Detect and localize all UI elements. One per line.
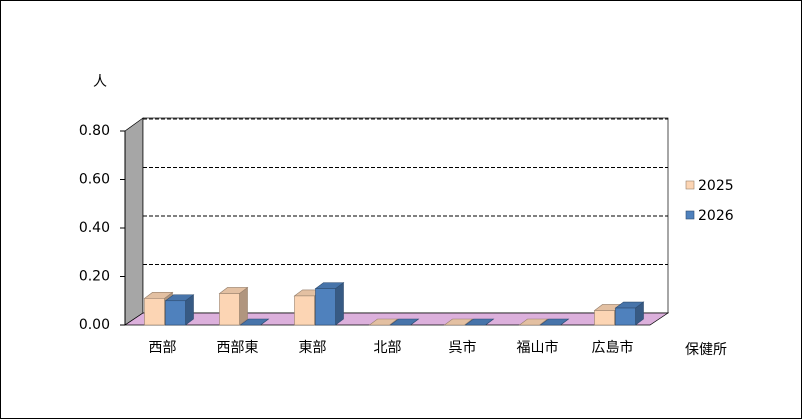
bar [164,294,195,326]
x-tick-label: 福山市 [517,339,559,356]
bar [464,318,495,326]
bar-front [144,298,165,326]
bar [614,301,645,326]
bar-side [335,282,344,326]
bar [368,318,399,326]
x-axis-label: 保健所 [685,342,727,358]
bar-front [594,310,615,326]
x-tick-label: 東部 [299,340,327,356]
x-tick-label: 西部東 [217,340,259,356]
bar-top [518,318,549,326]
bar-top [443,318,474,326]
legend-label: 2025 [698,178,734,194]
bar-front [294,295,315,326]
bar-top [389,318,420,326]
bar [539,318,570,326]
side-wall [124,117,144,326]
bar-front [165,300,186,326]
x-tick-label: 広島市 [592,339,634,356]
bar [314,282,345,326]
bar-front [219,293,240,326]
x-tick-label: 北部 [374,340,402,356]
legend-swatch [685,180,695,190]
bar-top [464,318,495,326]
bar-front [615,307,636,326]
bar [239,318,270,326]
y-tick-label: 0.80 [79,123,110,139]
bar [443,318,474,326]
bar [218,286,249,326]
bar-top [368,318,399,326]
y-tick-label: 0.00 [79,317,110,333]
y-tick-label: 0.20 [79,269,110,285]
bar-side [239,286,248,326]
y-tick-label: 0.40 [79,220,110,236]
bar-top [239,318,270,326]
y-tick-label: 0.60 [79,172,110,188]
x-tick-label: 呉市 [449,339,477,356]
bar [389,318,420,326]
x-tick-label: 西部 [149,340,177,356]
bar [518,318,549,326]
bar-front [315,288,336,326]
legend-label: 2026 [698,208,734,224]
bar-top [539,318,570,326]
legend-swatch [685,210,695,220]
y-axis-label: 人 [93,74,107,90]
